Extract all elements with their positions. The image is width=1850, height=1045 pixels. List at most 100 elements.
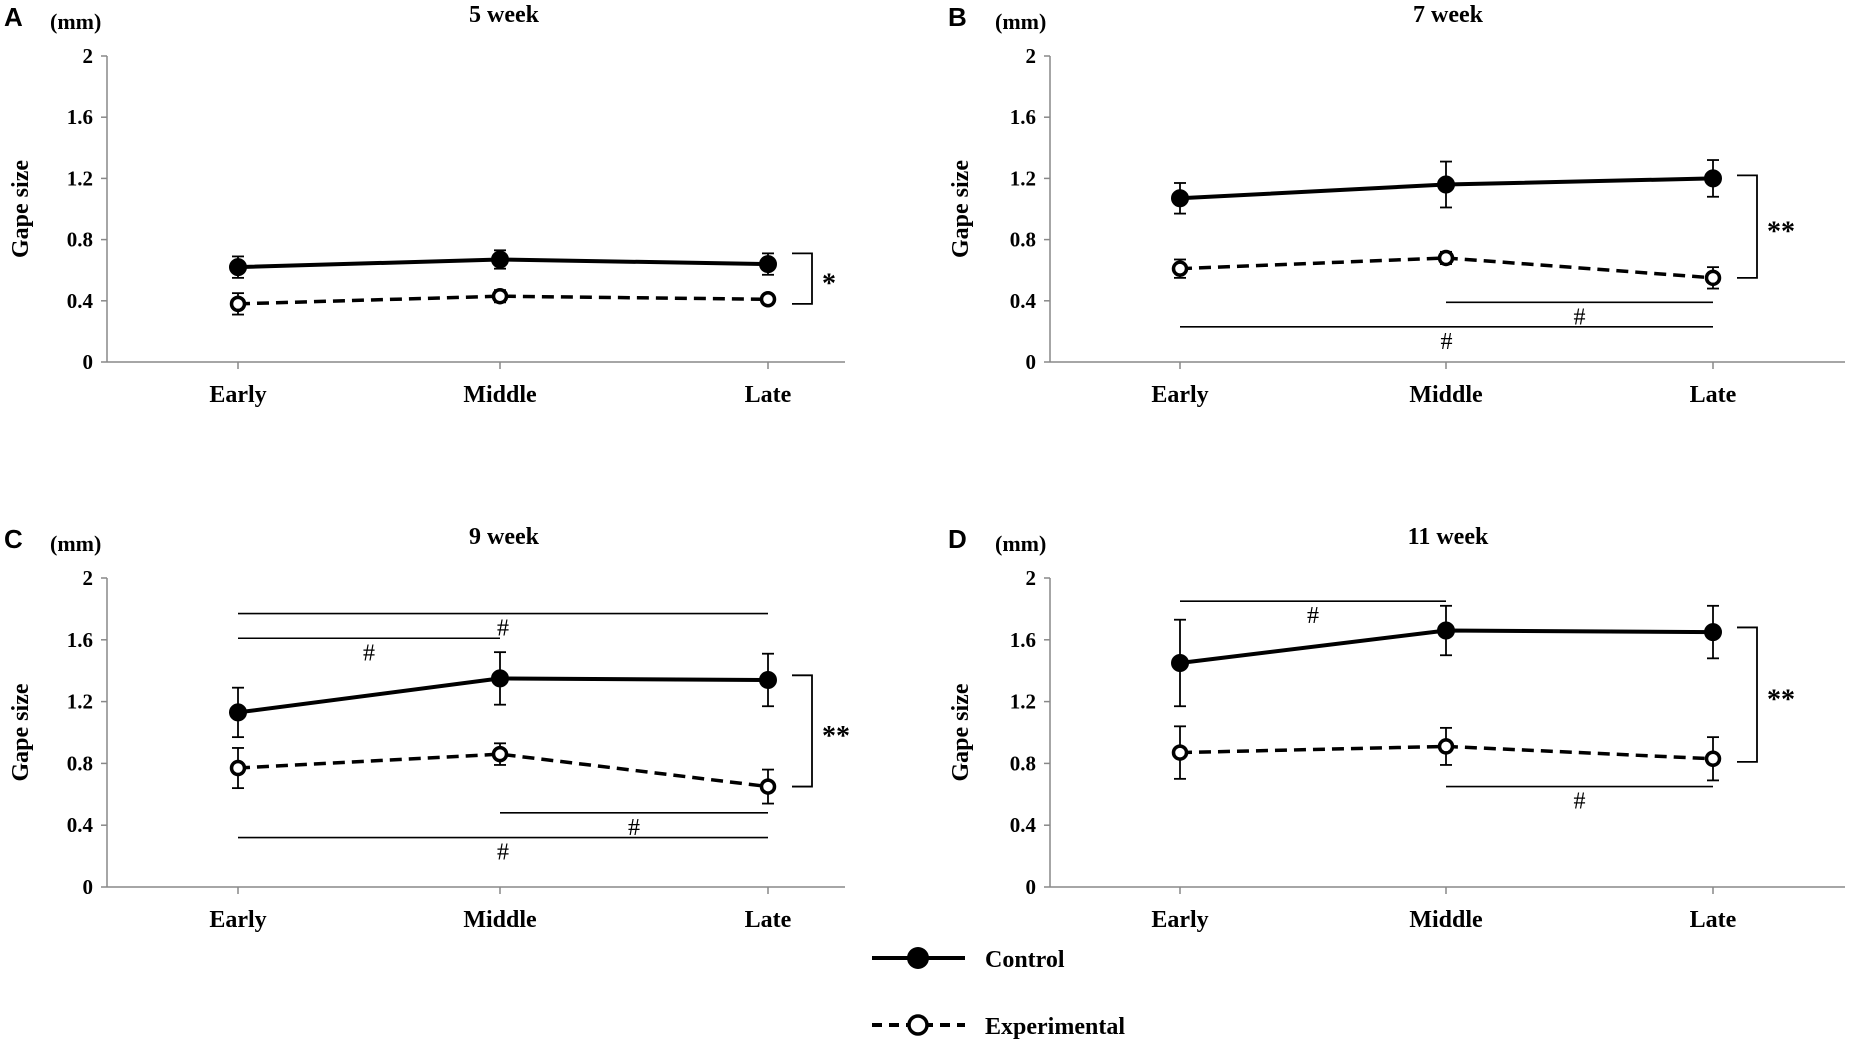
y-tick-label: 0.8 <box>67 228 93 252</box>
y-tick-label: 0.4 <box>67 289 94 313</box>
y-tick-label: 1.2 <box>1010 690 1036 714</box>
significance-mark: # <box>1441 329 1453 355</box>
significance-bracket <box>1737 626 1758 763</box>
series-line <box>237 752 769 789</box>
legend: Control Experimental <box>872 947 1125 1040</box>
data-point <box>1704 750 1722 768</box>
data-point <box>759 255 777 274</box>
significance-mark: # <box>1574 789 1586 815</box>
data-point <box>1171 260 1189 277</box>
series-experimental <box>229 742 777 805</box>
y-tick-label: 1.2 <box>67 690 93 714</box>
data-point <box>759 778 777 795</box>
chart-title: 5 week <box>469 2 540 28</box>
x-tick-label: Early <box>1151 382 1208 408</box>
y-axis-label: Gape size <box>948 160 974 258</box>
legend-marker <box>907 947 929 969</box>
y-tick-label: 0.8 <box>67 751 93 775</box>
data-point <box>1704 169 1722 188</box>
y-tick-label: 2 <box>83 44 94 68</box>
x-tick-label: Late <box>1690 907 1737 933</box>
unit-label: (mm) <box>995 531 1046 556</box>
data-point <box>759 291 777 308</box>
y-tick-label: 1.6 <box>1010 105 1036 129</box>
significance-mark: ** <box>1767 217 1795 248</box>
panel-letter: C <box>4 524 23 554</box>
x-tick-label: Middle <box>1409 382 1483 408</box>
significance-bracket <box>1737 174 1758 279</box>
y-tick-label: 0.8 <box>1010 228 1036 252</box>
series-control <box>1171 159 1722 215</box>
series-control <box>229 651 777 739</box>
data-point <box>229 703 247 722</box>
significance-bracket <box>792 674 813 788</box>
legend-marker <box>907 1014 929 1036</box>
x-tick-label: Early <box>209 907 266 933</box>
series-line <box>237 294 769 306</box>
significance-mark: # <box>497 616 509 642</box>
chart-title: 9 week <box>469 524 540 550</box>
y-tick-label: 1.6 <box>67 628 93 652</box>
panel-d: D 11 week (mm) Gape size 0 0.4 0.8 1.2 1.6 2 Early… <box>948 524 1845 933</box>
unit-label: (mm) <box>50 531 101 556</box>
significance-mark: # <box>497 840 509 866</box>
series-experimental <box>229 287 777 316</box>
y-tick-label: 1.2 <box>1010 166 1036 190</box>
series-experimental <box>1171 249 1722 290</box>
data-point <box>229 295 247 313</box>
y-axis-label: Gape size <box>8 683 34 781</box>
significance-mark: * <box>822 269 836 300</box>
y-tick-label: 0.4 <box>1010 289 1037 313</box>
unit-label: (mm) <box>995 9 1046 34</box>
unit-label: (mm) <box>50 9 101 34</box>
y-tick-label: 2 <box>1026 44 1037 68</box>
significance-mark: ** <box>1767 685 1795 716</box>
data-point <box>1437 175 1455 194</box>
y-axis-label: Gape size <box>8 160 34 258</box>
chart-title: 7 week <box>1413 2 1484 28</box>
x-tick-label: Middle <box>463 907 537 933</box>
data-point <box>1171 189 1189 208</box>
y-tick-label: 1.6 <box>67 105 93 129</box>
data-point <box>491 745 509 763</box>
x-tick-label: Early <box>209 382 266 408</box>
legend-label: Experimental <box>985 1014 1125 1040</box>
data-point <box>229 258 247 277</box>
data-point <box>1437 738 1455 755</box>
y-tick-label: 0.8 <box>1010 751 1036 775</box>
y-tick-label: 0 <box>1026 350 1037 374</box>
series-experimental <box>1171 725 1722 782</box>
significance-mark: # <box>363 640 375 666</box>
x-tick-label: Middle <box>463 382 537 408</box>
y-tick-label: 2 <box>83 566 94 590</box>
legend-entry-control: Control <box>872 947 1065 973</box>
y-tick-label: 1.6 <box>1010 628 1036 652</box>
panel-c: C 9 week (mm) Gape size 0 0.4 0.8 1.2 1.6 2 Early M… <box>4 524 850 933</box>
data-point <box>491 287 509 305</box>
data-point <box>491 669 509 688</box>
y-tick-label: 0 <box>83 875 94 899</box>
y-tick-label: 0 <box>1026 875 1037 899</box>
y-tick-label: 0.4 <box>67 813 94 837</box>
x-tick-label: Late <box>745 382 792 408</box>
panel-letter: A <box>4 2 23 32</box>
panel-a: A 5 week (mm) Gape size 0 0.4 0.8 1.2 1.6 2 Early M… <box>4 2 845 408</box>
data-point <box>491 250 509 269</box>
significance-mark: # <box>1574 304 1586 330</box>
data-point <box>1704 269 1722 287</box>
significance-mark: # <box>1307 603 1319 629</box>
series-control <box>1171 604 1722 708</box>
legend-label: Control <box>985 947 1065 973</box>
x-tick-label: Late <box>1690 382 1737 408</box>
data-point <box>759 670 777 689</box>
x-tick-label: Early <box>1151 907 1208 933</box>
data-point <box>229 759 247 777</box>
significance-mark: # <box>628 815 640 841</box>
x-tick-label: Middle <box>1409 907 1483 933</box>
data-point <box>1704 623 1722 642</box>
y-tick-label: 1.2 <box>67 166 93 190</box>
data-point <box>1437 621 1455 640</box>
y-tick-label: 0.4 <box>1010 813 1037 837</box>
data-point <box>1171 744 1189 761</box>
